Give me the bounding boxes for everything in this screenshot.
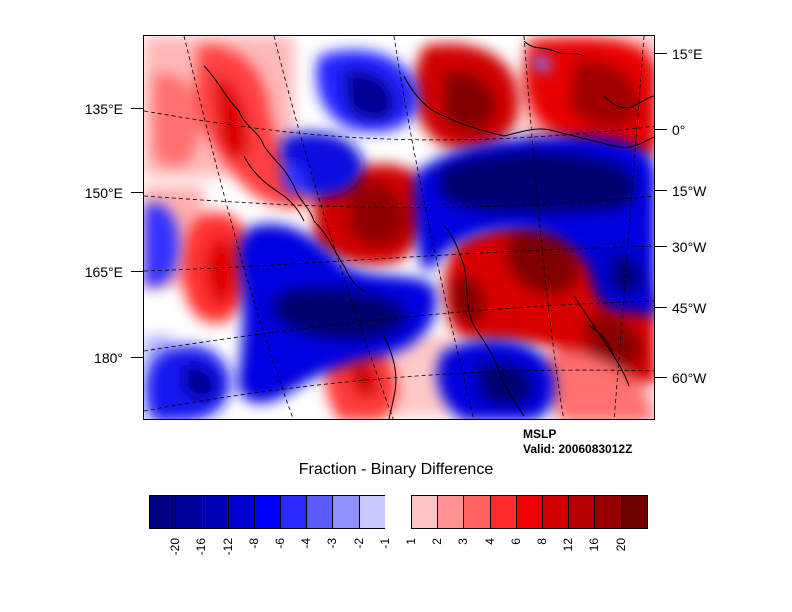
colorbar-gap bbox=[384, 495, 412, 529]
lon-label-150e: 150°E bbox=[84, 185, 123, 201]
colorbar-swatch bbox=[175, 495, 203, 529]
lon-label-180: 180° bbox=[94, 350, 123, 366]
colorbar-label: -1 bbox=[377, 538, 392, 549]
colorbar-label: -6 bbox=[273, 538, 287, 549]
colorbar-label: 12 bbox=[561, 538, 576, 552]
colorbar bbox=[149, 495, 648, 529]
colorbar-swatch bbox=[306, 495, 334, 529]
lon-label-135e: 135°E bbox=[84, 101, 123, 117]
lon-tick-15w bbox=[655, 190, 667, 191]
lon-label-30w: 30°W bbox=[672, 239, 707, 255]
colorbar-label: 4 bbox=[482, 538, 497, 545]
colorbar-label: 6 bbox=[508, 538, 523, 545]
colorbar-title: Fraction - Binary Difference bbox=[298, 461, 494, 478]
graticule bbox=[144, 36, 654, 419]
colorbar-swatch bbox=[253, 495, 281, 529]
colorbar-swatch bbox=[201, 495, 229, 529]
colorbar-label: 3 bbox=[456, 538, 471, 545]
lon-tick-30w bbox=[655, 246, 667, 247]
colorbar-label: -16 bbox=[194, 538, 209, 556]
lon-label-15w: 15°W bbox=[672, 183, 707, 199]
colorbar-label: -4 bbox=[299, 538, 314, 549]
colorbar-swatch bbox=[489, 495, 517, 529]
difference-field-map bbox=[144, 36, 654, 419]
colorbar-swatch bbox=[149, 495, 177, 529]
field-name: MSLP bbox=[523, 427, 557, 441]
lon-tick-60w bbox=[655, 377, 667, 378]
colorbar-label: -8 bbox=[246, 538, 261, 549]
contour-lines bbox=[283, 73, 625, 322]
colorbar-swatch bbox=[411, 495, 439, 529]
colorbar-swatch bbox=[515, 495, 543, 529]
lon-tick-45w bbox=[655, 307, 667, 308]
colorbar-swatch bbox=[437, 495, 465, 529]
colorbar-swatch bbox=[463, 495, 491, 529]
lon-label-15e: 15°E bbox=[672, 46, 703, 62]
map-plot bbox=[143, 35, 655, 420]
colorbar-label: 16 bbox=[587, 538, 602, 552]
valid-time: Valid: 2006083012Z bbox=[523, 442, 633, 456]
lon-tick-0 bbox=[655, 129, 667, 130]
colorbar-swatch bbox=[542, 495, 570, 529]
lon-tick-15e bbox=[655, 53, 667, 54]
lon-tick-180 bbox=[131, 357, 143, 358]
coastlines bbox=[203, 40, 654, 419]
lon-tick-150e bbox=[131, 192, 143, 193]
colorbar-swatch bbox=[227, 495, 255, 529]
colorbar-label: -2 bbox=[351, 538, 366, 549]
lon-tick-135e bbox=[131, 108, 143, 109]
colorbar-label: -12 bbox=[220, 538, 235, 556]
colorbar-swatch bbox=[568, 495, 596, 529]
colorbar-label: 1 bbox=[404, 538, 418, 545]
colorbar-label: 2 bbox=[430, 538, 445, 545]
lon-label-165e: 165°E bbox=[84, 264, 123, 280]
colorbar-swatch bbox=[358, 495, 386, 529]
colorbar-label: -3 bbox=[325, 538, 340, 549]
colorbar-swatch bbox=[332, 495, 360, 529]
lon-label-45w: 45°W bbox=[672, 300, 707, 316]
colorbar-label: -20 bbox=[168, 538, 183, 556]
colorbar-label: 20 bbox=[613, 538, 628, 552]
colorbar-swatch bbox=[280, 495, 308, 529]
lon-label-0: 0° bbox=[672, 122, 686, 138]
colorbar-swatch bbox=[620, 495, 648, 529]
colorbar-swatch bbox=[594, 495, 622, 529]
lon-label-60w: 60°W bbox=[672, 370, 707, 386]
lon-tick-165e bbox=[131, 271, 143, 272]
colorbar-label: 8 bbox=[535, 538, 549, 545]
